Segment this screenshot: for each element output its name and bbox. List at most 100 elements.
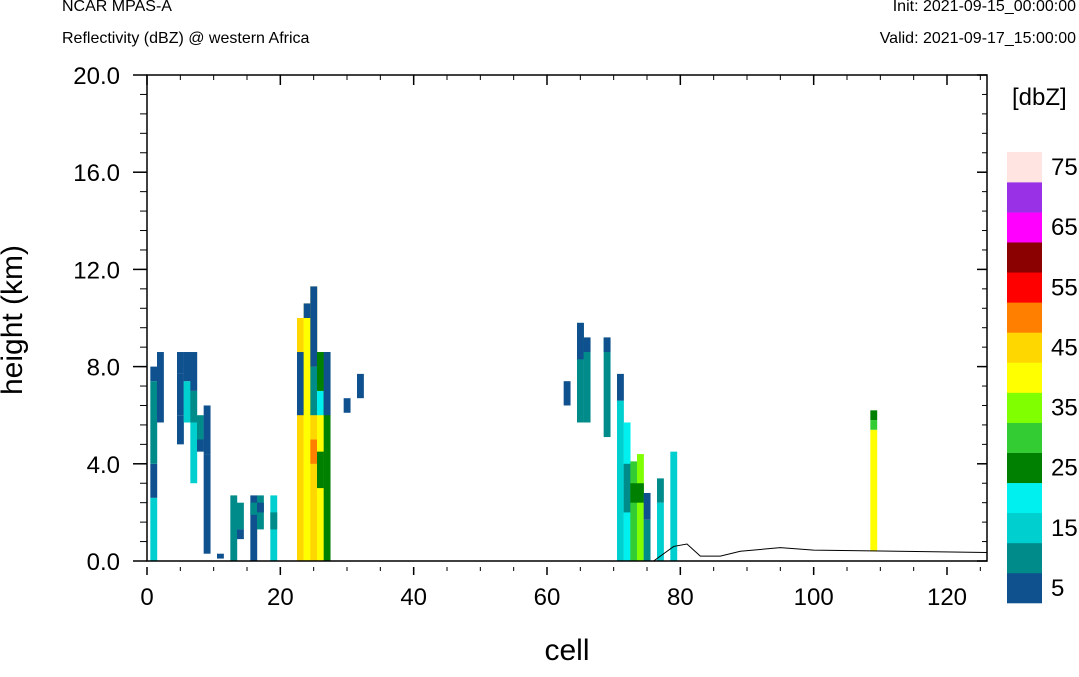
reflectivity-cell [257, 495, 264, 530]
reflectivity-cell [617, 400, 624, 561]
colorbar-swatch [1007, 242, 1042, 273]
y-axis-label: height (km) [0, 245, 29, 395]
reflectivity-cell [257, 502, 264, 513]
reflectivity-cell [197, 415, 204, 440]
y-tick-label: 12.0 [73, 257, 120, 284]
reflectivity-cell [603, 337, 611, 438]
reflectivity-cell [177, 415, 184, 445]
reflectivity-cell [577, 322, 584, 423]
reflectivity-cells [150, 286, 878, 561]
reflectivity-cell [197, 439, 204, 452]
colorbar-swatch [1007, 512, 1042, 544]
colorbar-label: 55 [1051, 274, 1078, 301]
colorbar-label: 75 [1051, 154, 1078, 181]
reflectivity-cell [303, 303, 311, 318]
x-axis-label: cell [544, 634, 589, 667]
x-tick-label: 0 [140, 584, 153, 611]
reflectivity-cell [157, 352, 164, 423]
reflectivity-cell [203, 454, 211, 554]
colorbar-label: 45 [1051, 334, 1078, 361]
reflectivity-cell [583, 337, 591, 353]
reflectivity-cell [630, 483, 638, 503]
colorbar: 5 15 25 35 45 55 65 75 [1007, 152, 1078, 604]
reflectivity-cell [183, 381, 191, 423]
colorbar-swatch [1007, 272, 1042, 303]
colorbar-label: 25 [1051, 455, 1078, 482]
reflectivity-cell [217, 553, 224, 559]
x-tick-label: 100 [794, 584, 834, 611]
reflectivity-cell [190, 422, 198, 484]
reflectivity-cell [237, 502, 244, 530]
y-tick-label: 8.0 [87, 355, 120, 382]
colorbar-swatch [1007, 182, 1042, 213]
reflectivity-cell [297, 318, 304, 561]
colorbar-swatch [1007, 212, 1042, 243]
colorbar-swatch [1007, 152, 1042, 183]
reflectivity-cell [150, 497, 158, 561]
reflectivity-cell [323, 352, 331, 416]
colorbar-label: 35 [1051, 395, 1078, 422]
reflectivity-cell [343, 398, 351, 413]
plot-frame [146, 74, 988, 562]
reflectivity-cell [870, 429, 878, 552]
colorbar-swatch [1007, 422, 1042, 453]
y-tick-label: 16.0 [73, 160, 120, 187]
reflectivity-cell [637, 454, 644, 561]
colorbar-swatch [1007, 452, 1042, 484]
reflectivity-cell [303, 303, 311, 561]
colorbar-unit-label: [dbZ] [1012, 84, 1067, 111]
chart-subtitle: Reflectivity (dBZ) @ western Africa [62, 30, 310, 47]
x-tick-label: 60 [534, 584, 561, 611]
x-tick-label: 80 [667, 584, 694, 611]
colorbar-swatch [1007, 362, 1042, 393]
reflectivity-cell [310, 366, 318, 416]
reflectivity-cell [870, 420, 878, 430]
reflectivity-cell [870, 410, 878, 421]
reflectivity-cell [250, 502, 258, 515]
y-axis: 0.0 4.0 8.0 12.0 16.0 20.0 [73, 63, 987, 576]
reflectivity-cell [230, 495, 238, 561]
valid-time: Valid: 2021-09-17_15:00:00 [879, 30, 1076, 47]
reflectivity-cell [577, 322, 584, 360]
colorbar-label: 65 [1051, 214, 1078, 241]
x-axis: 0 20 40 60 80 100 120 [140, 75, 981, 611]
colorbar-swatch [1007, 392, 1042, 423]
reflectivity-cell [203, 405, 211, 455]
reflectivity-cell [177, 352, 184, 374]
reflectivity-cell [190, 390, 198, 423]
reflectivity-cell [250, 495, 258, 561]
reflectivity-cell [617, 373, 624, 401]
terrain-line [653, 543, 988, 562]
reflectivity-cell [177, 373, 184, 416]
colorbar-label: 5 [1051, 575, 1064, 602]
reflectivity-cell [270, 512, 278, 530]
reflectivity-cell [190, 352, 198, 391]
reflectivity-cell [657, 502, 664, 561]
colorbar-swatch [1007, 302, 1042, 333]
reflectivity-cell [237, 529, 244, 540]
reflectivity-cell [357, 373, 364, 399]
colorbar-swatch [1007, 572, 1042, 604]
reflectivity-cell [670, 451, 678, 561]
reflectivity-cell [317, 352, 324, 391]
colorbar-swatch [1007, 542, 1042, 574]
x-tick-label: 120 [927, 584, 967, 611]
reflectivity-cell [310, 286, 318, 367]
x-tick-label: 40 [400, 584, 427, 611]
reflectivity-cell [317, 451, 324, 489]
reflectivity-cell [563, 381, 571, 406]
reflectivity-cell [297, 352, 304, 416]
reflectivity-cell [630, 461, 638, 561]
model-title: NCAR MPAS-A [62, 0, 172, 15]
init-time: Init: 2021-09-15_00:00:00 [892, 0, 1076, 15]
reflectivity-cell [623, 463, 631, 513]
y-tick-label: 20.0 [73, 63, 120, 90]
reflectivity-cell [150, 463, 158, 498]
reflectivity-cell [583, 337, 591, 423]
reflectivity-cell [310, 286, 318, 561]
colorbar-label: 15 [1051, 515, 1078, 542]
colorbar-swatch [1007, 482, 1042, 514]
reflectivity-cell [603, 337, 611, 353]
y-tick-label: 4.0 [87, 452, 120, 479]
